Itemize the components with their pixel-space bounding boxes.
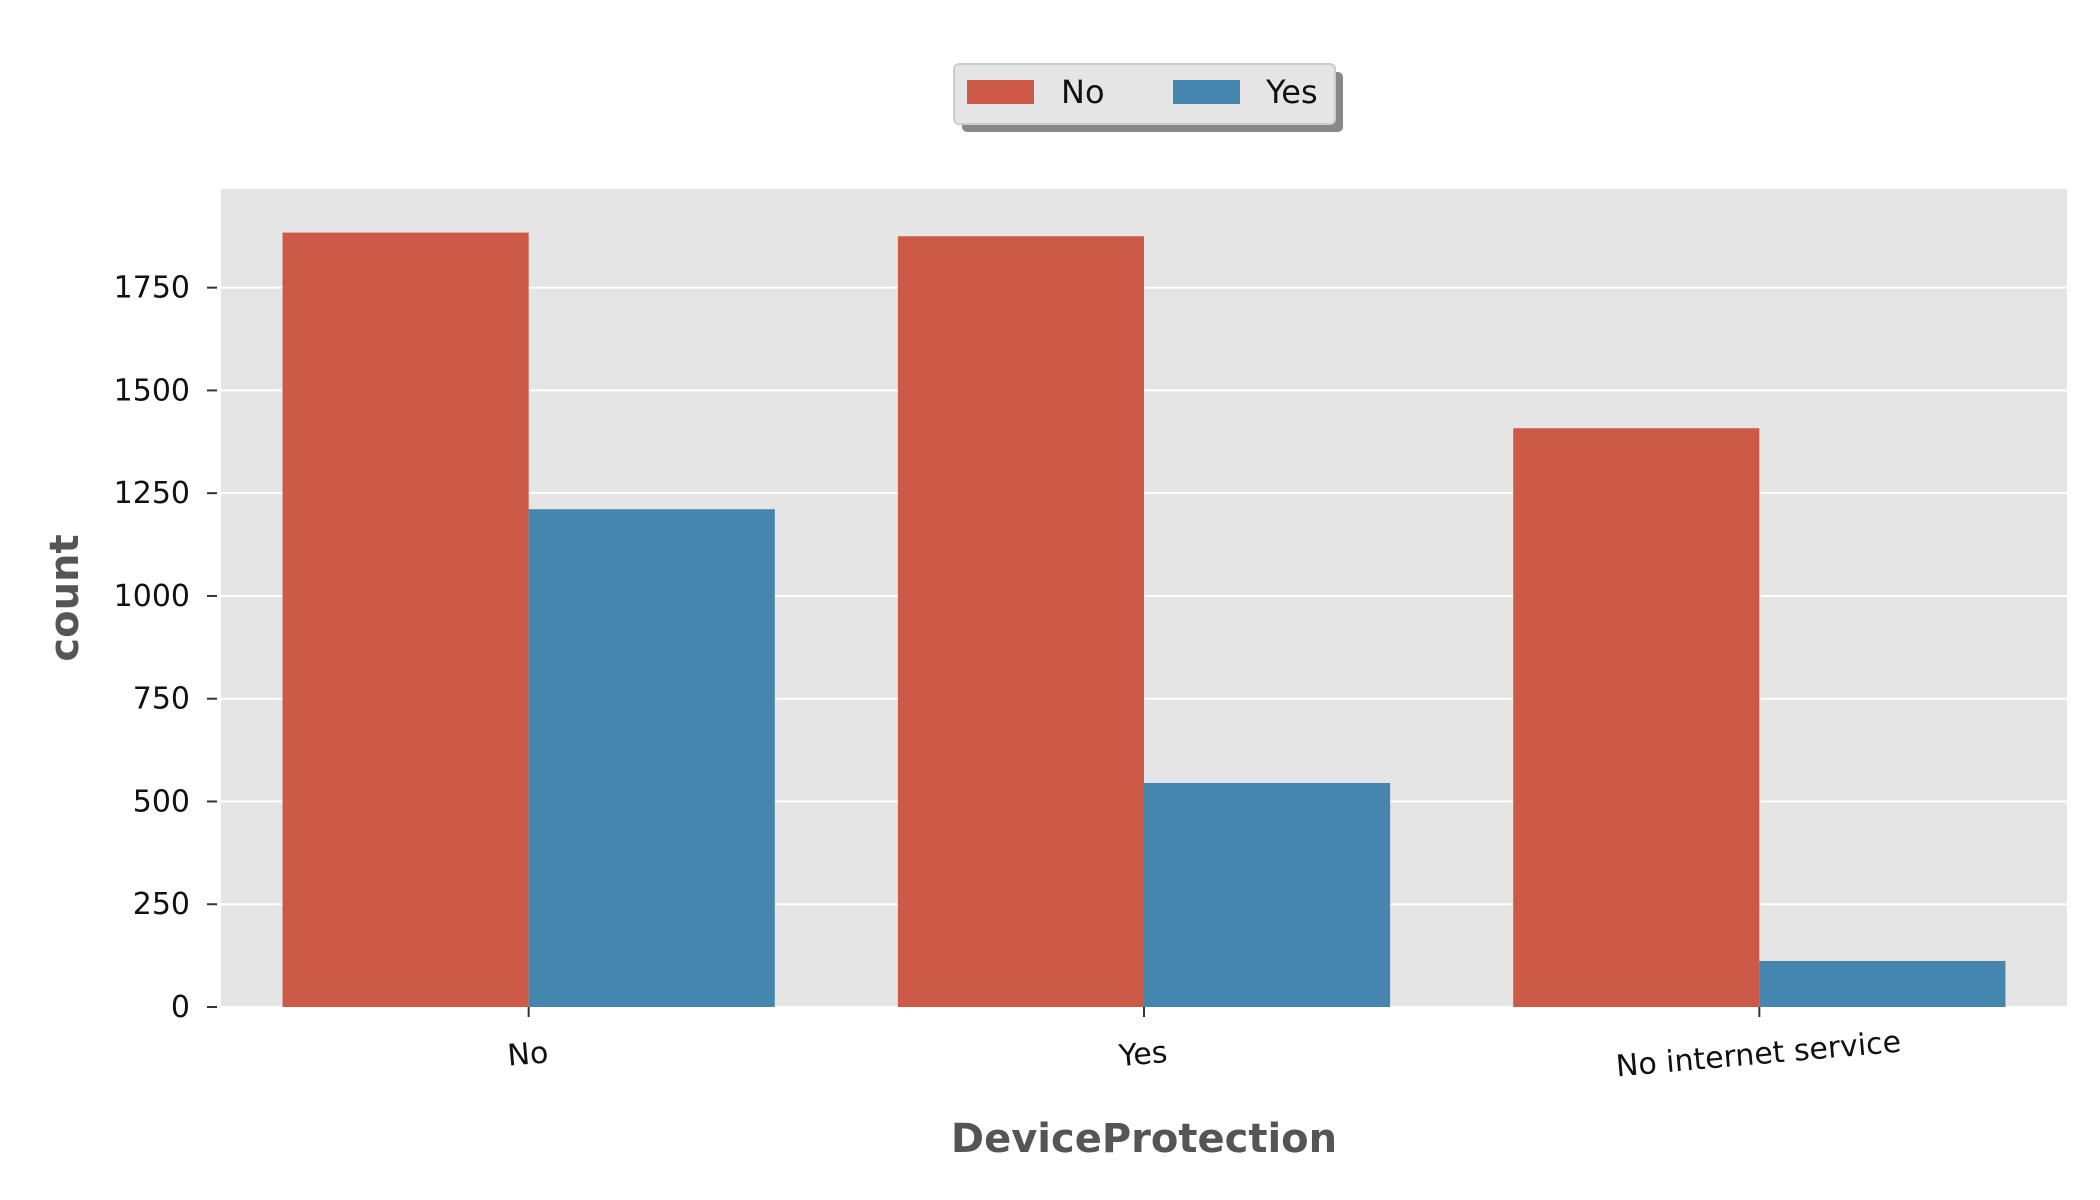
legend: No Yes xyxy=(953,63,1343,132)
legend-label-yes: Yes xyxy=(1265,73,1318,111)
bars xyxy=(282,232,2006,1008)
y-tick-label: 250 xyxy=(133,887,190,922)
bar-yes-1 xyxy=(528,509,775,1007)
bar-no-1 xyxy=(282,232,529,1008)
y-tick-label: 1250 xyxy=(114,476,190,511)
y-tick-label: 1750 xyxy=(114,271,190,306)
x-tick-label: Yes xyxy=(1117,1035,1169,1074)
y-axis-title: count xyxy=(42,534,88,661)
y-tick-label: 750 xyxy=(133,682,190,717)
x-tick-label: No internet service xyxy=(1615,1025,1903,1085)
bar-yes-3 xyxy=(1759,960,2006,1007)
y-tick-label: 1000 xyxy=(114,579,190,614)
x-axis-title: DeviceProtection xyxy=(951,1116,1337,1162)
x-tick-label: No xyxy=(506,1035,550,1073)
y-tick-label: 1500 xyxy=(114,373,190,408)
bar-yes-2 xyxy=(1144,782,1391,1007)
legend-label-no: No xyxy=(1061,73,1105,111)
bar-no-3 xyxy=(1513,428,1760,1008)
legend-swatch-yes xyxy=(1173,80,1240,104)
y-tick-label: 0 xyxy=(171,990,190,1025)
x-axis: No Yes No internet service xyxy=(506,1007,1902,1084)
y-tick-label: 500 xyxy=(133,784,190,819)
y-axis: 0 250 500 750 1000 1250 1500 1750 xyxy=(114,271,217,1025)
bar-no-2 xyxy=(897,236,1144,1007)
legend-swatch-no xyxy=(967,80,1034,104)
legend-box xyxy=(953,63,1336,125)
